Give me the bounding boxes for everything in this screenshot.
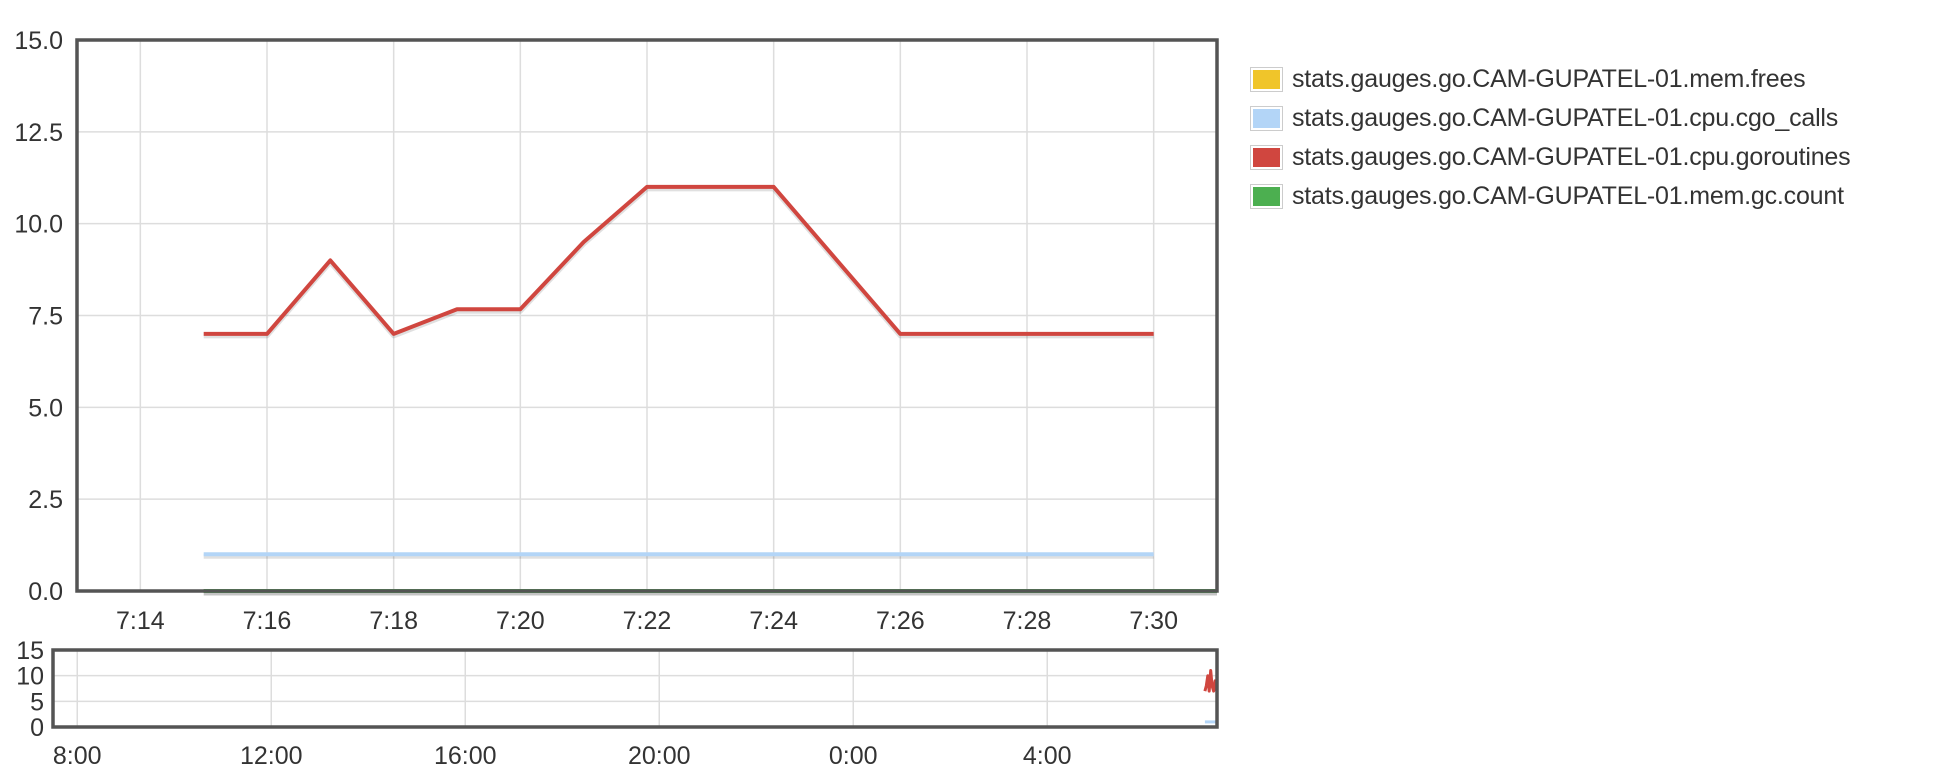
overview-x-tick-label: 20:00 <box>628 742 691 770</box>
x-tick-label: 7:20 <box>496 607 545 635</box>
legend-swatch <box>1253 148 1280 167</box>
x-tick-label: 7:30 <box>1129 607 1178 635</box>
y-tick-label: 10.0 <box>14 211 63 239</box>
x-tick-label: 7:28 <box>1003 607 1052 635</box>
legend-item[interactable]: stats.gauges.go.CAM-GUPATEL-01.mem.gc.co… <box>1250 177 1850 216</box>
legend-swatch-frame <box>1250 145 1283 170</box>
legend-swatch <box>1253 70 1280 89</box>
y-tick-label: 5.0 <box>28 394 63 422</box>
legend: stats.gauges.go.CAM-GUPATEL-01.mem.frees… <box>1250 60 1851 216</box>
overview-y-tick-label: 15 <box>16 637 44 665</box>
overview-series-line <box>1203 669 1218 693</box>
overview-y-tick-label: 10 <box>16 663 44 691</box>
x-tick-label: 7:26 <box>876 607 925 635</box>
legend-label: stats.gauges.go.CAM-GUPATEL-01.cpu.gorou… <box>1292 143 1851 171</box>
legend-swatch-frame <box>1250 67 1283 92</box>
legend-swatch-frame <box>1250 184 1283 209</box>
x-tick-label: 7:24 <box>749 607 798 635</box>
legend-swatch <box>1253 109 1280 128</box>
overview-x-tick-label: 0:00 <box>829 742 878 770</box>
overview-y-tick-label: 0 <box>30 714 44 742</box>
y-tick-label: 15.0 <box>14 27 63 55</box>
overview-x-tick-label: 12:00 <box>240 742 303 770</box>
x-tick-label: 7:14 <box>116 607 165 635</box>
legend-item[interactable]: stats.gauges.go.CAM-GUPATEL-01.cpu.cgo_c… <box>1250 99 1850 138</box>
overview-plot-frame <box>51 648 1219 729</box>
x-tick-label: 7:16 <box>243 607 292 635</box>
series-line <box>203 184 1154 336</box>
y-tick-label: 12.5 <box>14 119 63 147</box>
overview-x-tick-label: 16:00 <box>434 742 497 770</box>
main-chart[interactable]: 7:14 7:16 7:18 7:20 7:22 7:24 7:26 7:28 7:30 0.0 2… <box>14 27 1219 635</box>
legend-label: stats.gauges.go.CAM-GUPATEL-01.cpu.cgo_c… <box>1292 104 1839 132</box>
legend-swatch-frame <box>1250 106 1283 131</box>
legend-swatch <box>1253 187 1280 206</box>
y-tick-label: 7.5 <box>28 303 63 331</box>
x-tick-label: 7:22 <box>623 607 672 635</box>
legend-item[interactable]: stats.gauges.go.CAM-GUPATEL-01.mem.frees <box>1250 60 1850 99</box>
legend-item[interactable]: stats.gauges.go.CAM-GUPATEL-01.cpu.gorou… <box>1250 138 1851 177</box>
overview-x-tick-label: 8:00 <box>53 742 102 770</box>
legend-label: stats.gauges.go.CAM-GUPATEL-01.mem.gc.co… <box>1292 182 1844 210</box>
y-tick-label: 0.0 <box>28 578 63 606</box>
overview-x-tick-label: 4:00 <box>1023 742 1072 770</box>
x-tick-label: 7:18 <box>369 607 418 635</box>
legend-label: stats.gauges.go.CAM-GUPATEL-01.mem.frees <box>1292 65 1806 93</box>
overview-y-tick-label: 5 <box>30 688 44 716</box>
main-plot-frame <box>75 38 1219 593</box>
series-line-shadow <box>203 186 1154 339</box>
y-tick-label: 2.5 <box>28 486 63 514</box>
